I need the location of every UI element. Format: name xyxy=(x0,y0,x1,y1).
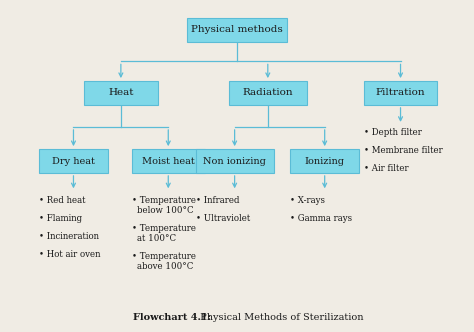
FancyBboxPatch shape xyxy=(84,81,157,105)
FancyBboxPatch shape xyxy=(131,149,205,173)
Text: Physical Methods of Sterilization: Physical Methods of Sterilization xyxy=(197,313,363,322)
Text: Non ionizing: Non ionizing xyxy=(203,156,266,166)
Text: above 100°C: above 100°C xyxy=(137,262,193,271)
FancyBboxPatch shape xyxy=(290,149,359,173)
Text: Physical methods: Physical methods xyxy=(191,25,283,35)
Text: • Red heat: • Red heat xyxy=(39,196,86,205)
Text: • Ultraviolet: • Ultraviolet xyxy=(195,214,250,223)
Text: • Depth filter: • Depth filter xyxy=(364,128,422,137)
Text: at 100°C: at 100°C xyxy=(137,234,176,243)
Text: • Membrane filter: • Membrane filter xyxy=(364,146,443,155)
Text: • Air filter: • Air filter xyxy=(364,164,409,173)
Text: Heat: Heat xyxy=(108,88,134,98)
Text: • Hot air oven: • Hot air oven xyxy=(39,250,100,259)
Text: Filtration: Filtration xyxy=(376,88,425,98)
Text: Radiation: Radiation xyxy=(243,88,293,98)
Text: Ionizing: Ionizing xyxy=(305,156,345,166)
Text: • Temperature: • Temperature xyxy=(131,196,196,205)
Text: Dry heat: Dry heat xyxy=(52,156,95,166)
FancyBboxPatch shape xyxy=(195,149,274,173)
Text: • Temperature: • Temperature xyxy=(131,252,196,261)
FancyBboxPatch shape xyxy=(228,81,307,105)
Text: • Incineration: • Incineration xyxy=(39,232,99,241)
Text: • Temperature: • Temperature xyxy=(131,224,196,233)
FancyBboxPatch shape xyxy=(364,81,437,105)
Text: • Infrared: • Infrared xyxy=(195,196,239,205)
Text: • Gamma rays: • Gamma rays xyxy=(290,214,353,223)
Text: • X-rays: • X-rays xyxy=(290,196,325,205)
Text: below 100°C: below 100°C xyxy=(137,206,194,215)
Text: • Flaming: • Flaming xyxy=(39,214,82,223)
Text: Moist heat: Moist heat xyxy=(142,156,195,166)
FancyBboxPatch shape xyxy=(39,149,108,173)
Text: Flowchart 4.1:: Flowchart 4.1: xyxy=(133,313,211,322)
FancyBboxPatch shape xyxy=(187,18,287,42)
